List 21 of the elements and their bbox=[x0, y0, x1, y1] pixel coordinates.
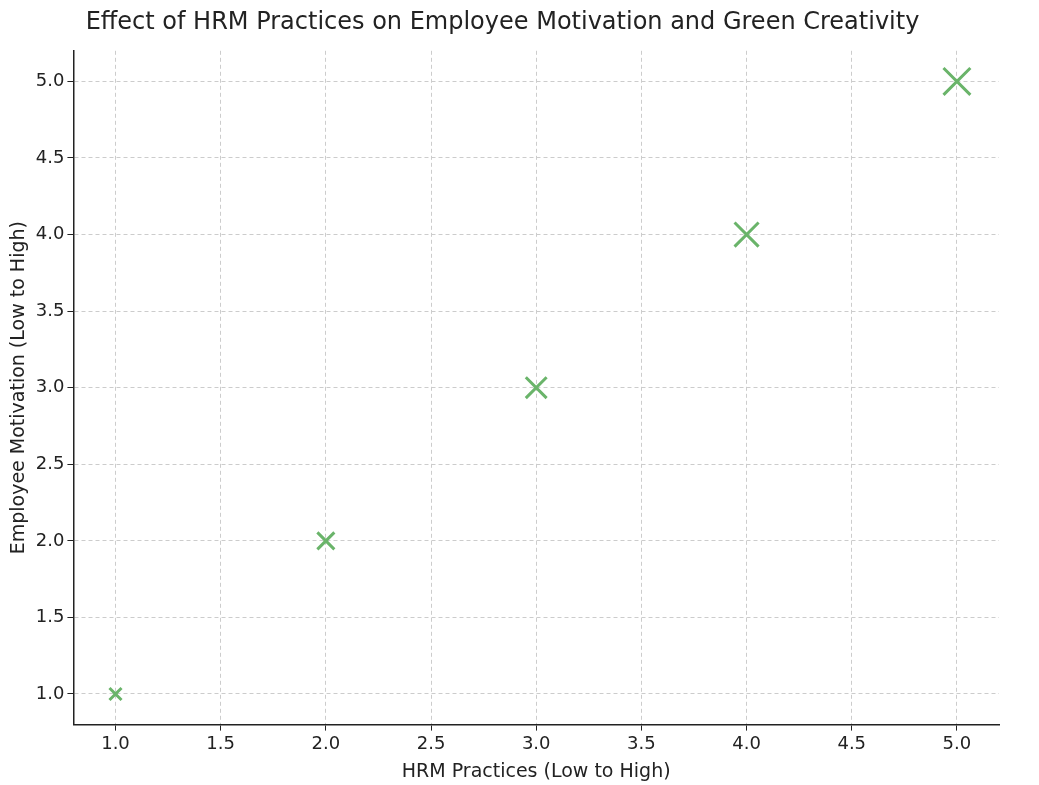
y-tick-label: 4.5 bbox=[35, 145, 65, 167]
y-tick-label: 2.5 bbox=[35, 451, 65, 473]
x-tick-label: 1.5 bbox=[206, 732, 235, 754]
chart-title: Effect of HRM Practices on Employee Motivation and Green Creativity bbox=[85, 6, 920, 35]
y-tick-label: 2.0 bbox=[35, 528, 65, 550]
x-axis-title: HRM Practices (Low to High) bbox=[401, 758, 671, 781]
y-axis-title: Employee Motivation (Low to High) bbox=[6, 221, 29, 555]
y-tick-label: 5.0 bbox=[35, 69, 65, 91]
y-tick-label: 1.5 bbox=[35, 605, 65, 627]
x-tick-label: 2.5 bbox=[416, 732, 446, 754]
x-tick-label: 2.0 bbox=[311, 732, 341, 754]
x-tick-label: 3.5 bbox=[627, 732, 656, 754]
x-tick-label: 3.0 bbox=[521, 732, 551, 754]
y-tick-label: 4.0 bbox=[35, 222, 65, 244]
y-tick-label: 3.5 bbox=[35, 298, 65, 320]
y-tick-label: 3.0 bbox=[35, 375, 65, 397]
x-tick-label: 4.0 bbox=[732, 732, 761, 754]
y-tick-label: 1.0 bbox=[35, 681, 65, 703]
x-tick-label: 1.0 bbox=[101, 732, 130, 754]
x-tick-label: 4.5 bbox=[837, 732, 867, 754]
x-tick-label: 5.0 bbox=[942, 732, 972, 754]
